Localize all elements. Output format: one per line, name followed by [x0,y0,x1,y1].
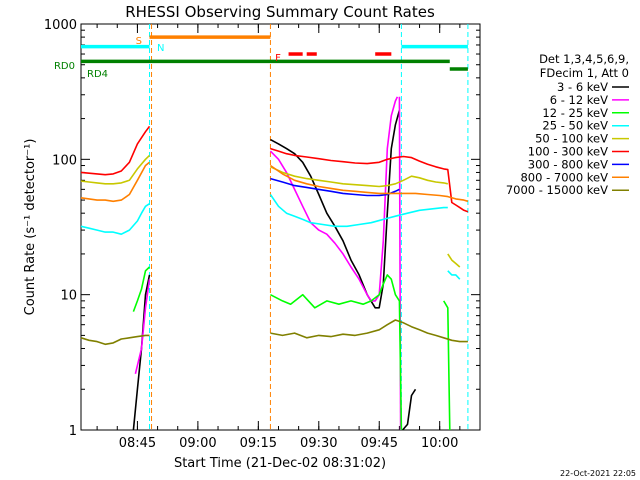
legend-header-decimation: FDecim 1, Att 0 [540,66,629,80]
generation-timestamp: 22-Oct-2021 22:05 [560,469,636,478]
legend-label: 7000 - 15000 keV [506,183,608,197]
y-axis-label: Count Rate (s⁻¹ detector⁻¹) [23,139,38,316]
y-tick-label: 100 [52,153,77,168]
flag-label: RD4 [87,69,108,80]
legend-label: 25 - 50 keV [542,119,608,133]
flag-label: F [275,53,281,64]
series-line [132,266,151,312]
flag-label: N [157,43,164,54]
x-axis-label: Start Time (21-Dec-02 08:31:02) [174,456,386,471]
flag-label: RD0 [54,61,75,72]
series-line [134,279,151,374]
series-line [447,270,461,280]
flag-label: S [136,36,142,47]
legend-label: 3 - 6 keV [557,80,608,94]
legend-label: 12 - 25 keV [542,106,608,120]
x-tick-label: 08:45 [119,436,156,451]
x-tick-label: 09:45 [361,436,398,451]
series-line [270,319,468,343]
legend-header-detectors: Det 1,3,4,5,6,9, [539,52,629,66]
series-line [270,274,403,431]
y-tick-label: 10 [60,289,77,304]
legend-label: 800 - 7000 keV [520,170,608,184]
series-line [80,154,151,185]
x-tick-label: 10:00 [421,436,458,451]
x-tick-label: 09:00 [179,436,216,451]
series-line [401,388,417,431]
legend-label: 50 - 100 keV [535,132,608,146]
series-line [269,194,448,228]
series-line [269,96,399,302]
legend-label: 100 - 300 keV [528,145,608,159]
series-line [80,334,150,346]
series-line [447,253,461,268]
x-tick-label: 09:30 [300,436,337,451]
legend-label: 6 - 12 keV [550,93,608,107]
series-line [443,300,451,431]
chart-title: RHESSI Observing Summary Count Rates [125,3,435,21]
series-line [270,166,448,188]
legend-label: 300 - 800 keV [528,157,608,171]
series-line [80,125,151,176]
y-tick-label: 1000 [44,18,77,33]
series-line [270,147,469,213]
series-line [269,164,469,203]
series-line [80,161,150,203]
series-line [80,203,150,235]
x-tick-label: 09:15 [240,436,277,451]
y-tick-label: 1 [69,424,77,439]
series-line [270,177,400,197]
